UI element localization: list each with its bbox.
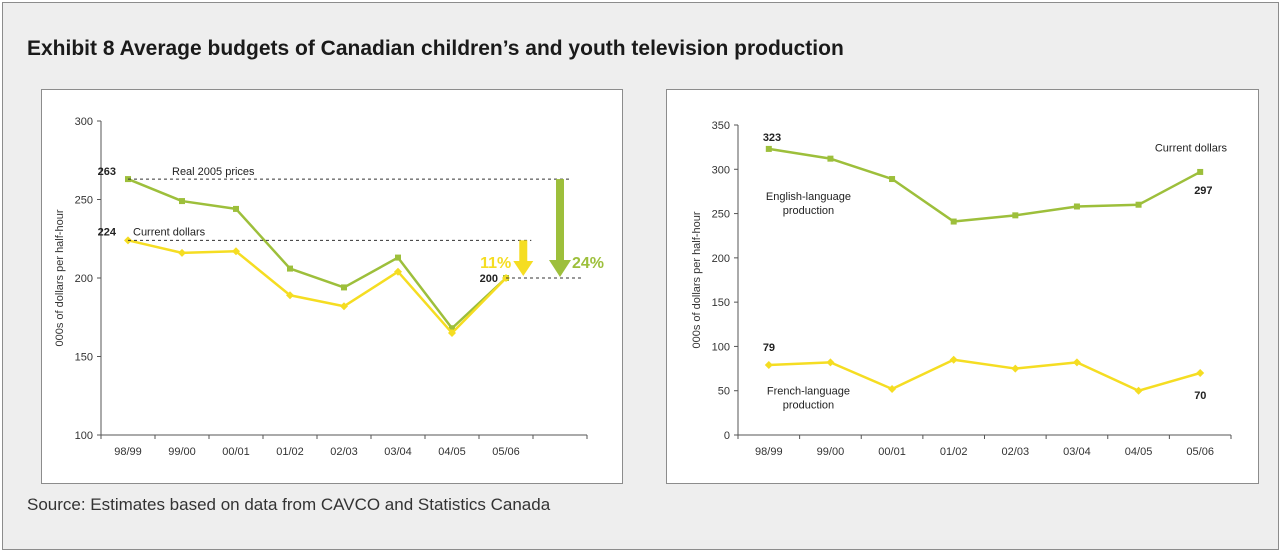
data-label-start-current: 224 <box>98 226 117 238</box>
source-note: Source: Estimates based on data from CAV… <box>27 495 551 514</box>
y-tick-label: 100 <box>712 341 730 353</box>
series-line-0 <box>127 177 507 330</box>
data-point <box>1072 358 1081 367</box>
data-point <box>449 325 455 332</box>
x-tick-label: 03/04 <box>1063 446 1091 458</box>
y-tick-label: 50 <box>718 386 730 398</box>
data-point <box>232 247 240 256</box>
data-point <box>394 267 402 276</box>
y-axis-label: 000s of dollars per half-hour <box>691 211 703 348</box>
data-point <box>1197 168 1204 175</box>
y-tick-label: 100 <box>75 430 93 442</box>
data-label-end: 200 <box>480 273 498 285</box>
data-point <box>765 145 772 152</box>
data-label-french-start: 79 <box>763 342 775 354</box>
data-label-english-start: 323 <box>763 132 781 144</box>
x-tick-label: 04/05 <box>438 446 466 458</box>
x-tick-label: 00/01 <box>878 446 906 458</box>
data-point <box>395 254 401 261</box>
y-tick-label: 200 <box>75 273 93 285</box>
y-tick-label: 250 <box>75 195 93 207</box>
x-tick-label: 99/00 <box>817 446 845 458</box>
data-point <box>1073 203 1080 210</box>
series-label-real-2005: Real 2005 prices <box>172 166 255 178</box>
series-label-current: Current dollars <box>133 226 206 238</box>
x-tick-label: 03/04 <box>384 446 412 458</box>
data-point <box>827 155 834 162</box>
y-tick-label: 300 <box>712 164 730 176</box>
series-label-english-line2: production <box>783 205 834 217</box>
series-label-french-line2: production <box>783 400 834 412</box>
data-point <box>1011 364 1020 373</box>
x-tick-label: 01/02 <box>276 446 304 458</box>
data-point <box>179 198 185 205</box>
data-point <box>341 284 347 291</box>
series-label-english-line1: English-language <box>766 191 851 203</box>
data-point <box>233 205 239 212</box>
x-tick-label: 98/99 <box>755 446 783 458</box>
data-point <box>950 218 957 225</box>
exhibit-title: Exhibit 8 Average budgets of Canadian ch… <box>27 37 844 60</box>
note-current-dollars: Current dollars <box>1155 142 1228 154</box>
x-tick-label: 00/01 <box>222 446 250 458</box>
y-tick-label: 350 <box>712 120 730 132</box>
data-point <box>949 355 958 364</box>
data-point <box>178 248 186 257</box>
decline-arrow-current-shaft <box>519 240 528 262</box>
data-point <box>286 291 294 300</box>
series-label-french-line1: French-language <box>767 386 850 398</box>
data-point <box>764 361 773 370</box>
data-point <box>340 302 348 311</box>
data-point <box>448 328 456 337</box>
x-tick-label: 04/05 <box>1125 446 1153 458</box>
data-point <box>888 384 897 393</box>
chart-panel-budget-prices: 100 150 200 250 300 98/99 99/00 00/01 01/02 02/03… <box>41 89 623 484</box>
y-tick-label: 150 <box>75 352 93 364</box>
chart-panel-budget-language: 0 50 100 150 200 250 300 350 98/99 99/00 00/01 01/0… <box>666 89 1259 484</box>
data-label-english-end: 297 <box>1194 185 1212 197</box>
y-axis-label: 000s of dollars per half-hour <box>54 209 66 346</box>
data-point <box>1196 369 1205 377</box>
y-tick-label: 150 <box>712 297 730 309</box>
data-point <box>1134 386 1143 395</box>
data-point <box>287 265 293 272</box>
line-chart-budget-language: 0 50 100 150 200 250 300 350 98/99 99/00 00/01 01/0… <box>691 120 1232 458</box>
y-tick-label: 250 <box>712 209 730 221</box>
x-tick-label: 98/99 <box>114 446 142 458</box>
percent-label-real: 24% <box>572 255 604 272</box>
y-tick-label: 200 <box>712 253 730 265</box>
data-point <box>889 176 896 183</box>
data-point <box>1135 201 1142 208</box>
decline-arrow-real-head <box>549 260 571 277</box>
x-tick-label: 05/06 <box>492 446 520 458</box>
decline-arrow-real-shaft <box>556 179 564 261</box>
x-tick-label: 02/03 <box>330 446 358 458</box>
line-chart-budget-prices: 100 150 200 250 300 98/99 99/00 00/01 01/02 02/03… <box>54 116 604 458</box>
x-tick-label: 05/06 <box>1186 446 1214 458</box>
data-label-start-real: 263 <box>98 166 116 178</box>
x-tick-label: 99/00 <box>168 446 196 458</box>
series-line-0 <box>768 147 1201 223</box>
decline-arrow-current-head <box>513 261 534 276</box>
series-line-1 <box>127 239 507 335</box>
series-line-1 <box>768 358 1201 392</box>
y-tick-label: 300 <box>75 116 93 128</box>
data-point <box>826 358 835 367</box>
x-tick-label: 02/03 <box>1002 446 1030 458</box>
data-label-french-end: 70 <box>1194 390 1206 402</box>
percent-label-current: 11% <box>480 255 511 272</box>
y-tick-label: 0 <box>724 430 730 442</box>
x-tick-label: 01/02 <box>940 446 968 458</box>
data-point <box>1012 212 1019 219</box>
